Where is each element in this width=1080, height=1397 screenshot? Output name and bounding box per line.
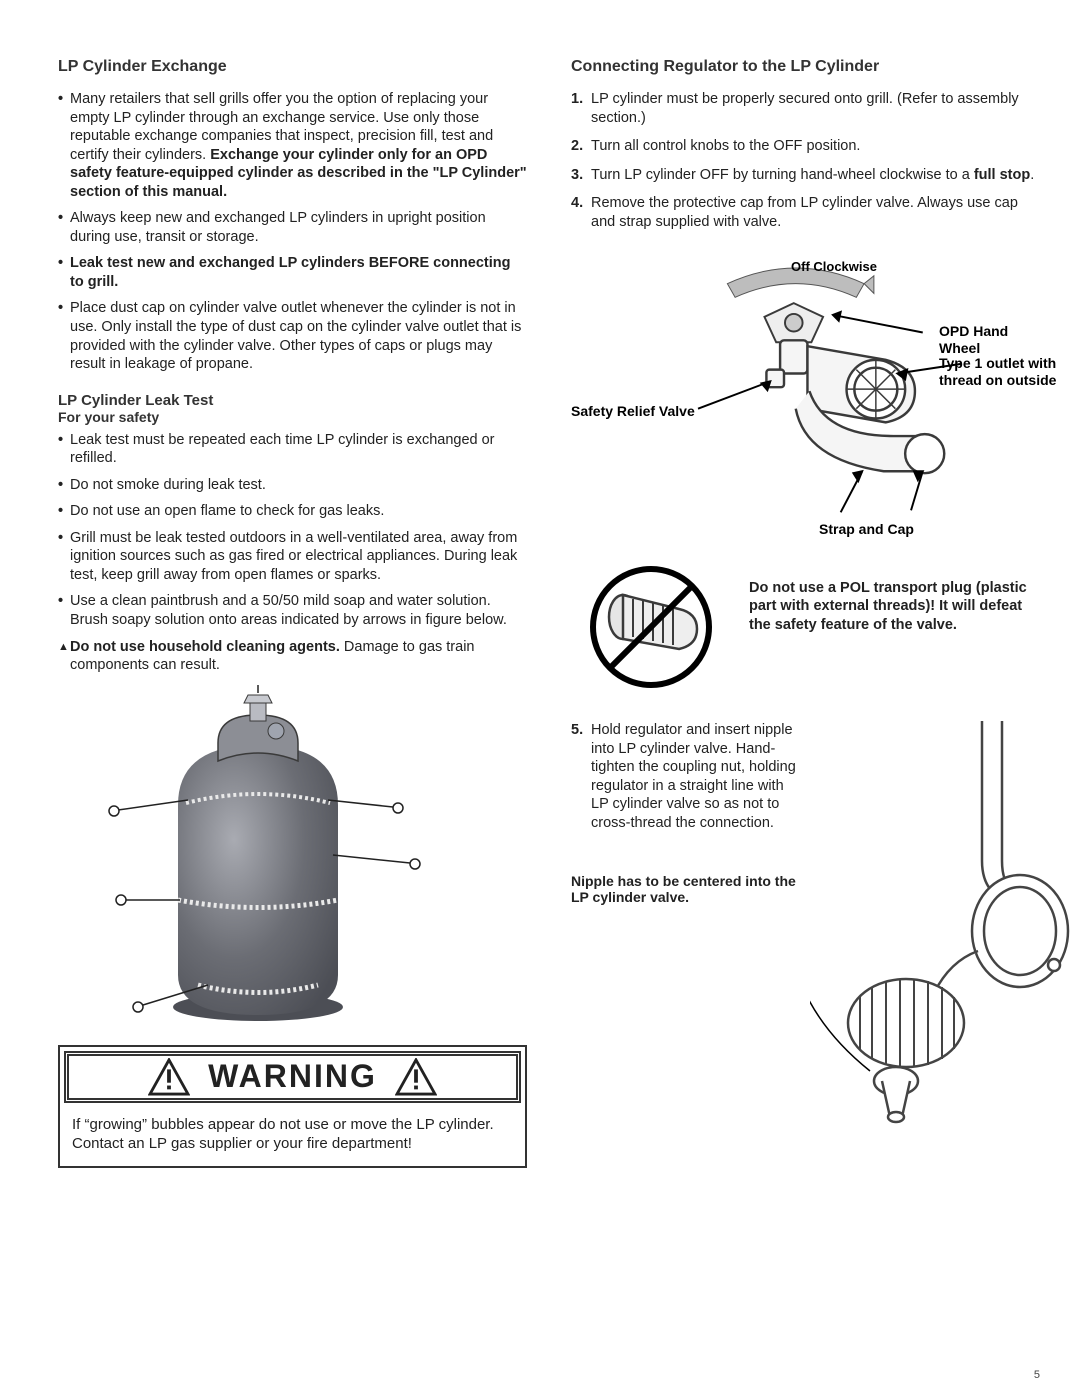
nipple-label: Nipple has to be centered into the LP cy… [571,873,796,905]
warning-header: WARNING [64,1051,521,1103]
pol-note: Do not use a POL transport plug (plastic… [749,557,1040,633]
exchange-list: Many retailers that sell grills offer yo… [58,90,527,374]
heading-leak-test: LP Cylinder Leak Test [58,392,527,409]
list-item: Place dust cap on cylinder valve outlet … [58,299,527,373]
step-item: LP cylinder must be properly secured ont… [571,90,1040,127]
right-column: Connecting Regulator to the LP Cylinder … [571,58,1040,1168]
left-column: LP Cylinder Exchange Many retailers that… [58,58,527,1168]
pol-block: Do not use a POL transport plug (plastic… [571,557,1040,697]
step-item: Turn all control knobs to the OFF positi… [571,137,1040,156]
list-item-warning: Do not use household cleaning agents. Da… [58,638,527,675]
label-safety: Safety Relief Valve [571,403,695,420]
step-item: Remove the protective cap from LP cylind… [571,194,1040,231]
label-off-clockwise: Off Clockwise [791,259,877,275]
heading-exchange: LP Cylinder Exchange [58,58,527,76]
list-item: Leak test new and exchanged LP cylinders… [58,254,527,291]
cylinder-diagram [58,685,527,1035]
warning-icon [395,1058,437,1096]
step-item: Hold regulator and insert nipple into LP… [571,721,796,832]
page-number: 5 [1034,1369,1040,1381]
warning-icon [148,1058,190,1096]
label-strap: Strap and Cap [819,521,914,538]
step-item: Turn LP cylinder OFF by turning hand-whe… [571,166,1040,185]
step5-block: Hold regulator and insert nipple into LP… [571,721,1040,1141]
leak-list: Leak test must be repeated each time LP … [58,431,527,675]
list-item: Always keep new and exchanged LP cylinde… [58,209,527,246]
label-opd: OPD Hand Wheel [939,323,1040,357]
warning-box: WARNING If “growing” bubbles appear do n… [58,1045,527,1168]
cylinder-svg [58,685,458,1035]
valve-diagram: Off Clockwise OPD Hand Wheel Type 1 outl… [571,241,1040,551]
list-item: Use a clean paintbrush and a 50/50 mild … [58,592,527,629]
warning-body: If “growing” bubbles appear do not use o… [60,1107,525,1166]
list-item: Do not use an open flame to check for ga… [58,502,527,521]
list-item: Many retailers that sell grills offer yo… [58,90,527,201]
steps-list: LP cylinder must be properly secured ont… [571,90,1040,231]
step5-list: Hold regulator and insert nipple into LP… [571,721,796,832]
regulator-svg [810,721,1070,1141]
warning-title: WARNING [208,1058,377,1095]
pol-plug-svg [571,557,731,697]
list-item: Grill must be leak tested outdoors in a … [58,529,527,585]
label-type1: Type 1 outlet with thread on outside [939,355,1059,389]
leak-subheading: For your safety [58,409,527,425]
list-item: Leak test must be repeated each time LP … [58,431,527,468]
heading-connect: Connecting Regulator to the LP Cylinder [571,58,1040,76]
valve-svg [571,241,1040,551]
list-item: Do not smoke during leak test. [58,476,527,495]
